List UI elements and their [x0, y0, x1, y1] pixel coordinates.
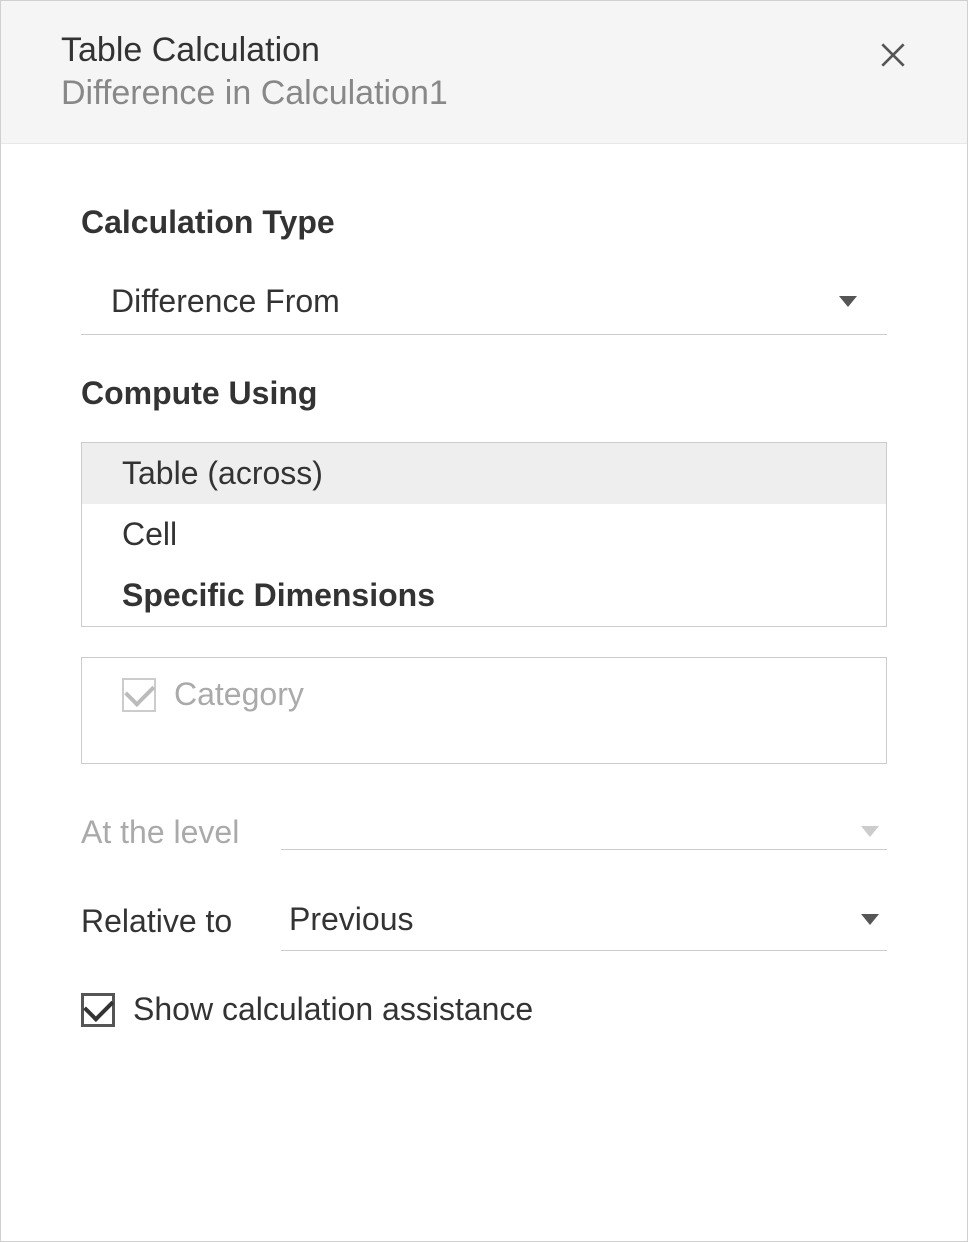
at-level-dropdown: [281, 816, 887, 850]
dialog-title: Table Calculation: [61, 31, 448, 70]
compute-option-label: Specific Dimensions: [122, 577, 435, 613]
compute-option-specific-dimensions[interactable]: Specific Dimensions: [82, 565, 886, 626]
show-assistance-checkbox[interactable]: [81, 993, 115, 1027]
close-icon: [877, 39, 909, 71]
chevron-down-icon: [861, 826, 879, 837]
dimension-row: Category: [122, 676, 846, 713]
dialog-subtitle: Difference in Calculation1: [61, 74, 448, 113]
compute-option-table-across[interactable]: Table (across): [82, 443, 886, 504]
close-button[interactable]: [869, 31, 917, 82]
table-calculation-dialog: Table Calculation Difference in Calculat…: [1, 1, 967, 1241]
calculation-type-dropdown[interactable]: Difference From: [81, 271, 887, 335]
relative-to-value: Previous: [289, 901, 414, 938]
at-level-row: At the level: [81, 814, 887, 851]
relative-to-label: Relative to: [81, 903, 261, 940]
show-assistance-label: Show calculation assistance: [133, 991, 533, 1028]
header-text-group: Table Calculation Difference in Calculat…: [61, 31, 448, 113]
dimension-checkbox: [122, 678, 156, 712]
compute-using-listbox: Table (across) Cell Specific Dimensions: [81, 442, 887, 627]
calculation-type-value: Difference From: [111, 283, 340, 320]
chevron-down-icon: [839, 296, 857, 307]
dimension-label: Category: [174, 676, 304, 713]
dialog-header: Table Calculation Difference in Calculat…: [1, 1, 967, 144]
relative-to-dropdown[interactable]: Previous: [281, 891, 887, 951]
calculation-type-label: Calculation Type: [81, 204, 887, 241]
compute-using-label: Compute Using: [81, 375, 887, 412]
relative-to-row: Relative to Previous: [81, 891, 887, 951]
compute-option-label: Cell: [122, 516, 177, 552]
dimensions-box: Category: [81, 657, 887, 764]
show-assistance-row[interactable]: Show calculation assistance: [81, 991, 887, 1028]
dialog-content: Calculation Type Difference From Compute…: [1, 144, 967, 1241]
compute-option-label: Table (across): [122, 455, 323, 491]
chevron-down-icon: [861, 914, 879, 925]
at-level-label: At the level: [81, 814, 261, 851]
compute-option-cell[interactable]: Cell: [82, 504, 886, 565]
